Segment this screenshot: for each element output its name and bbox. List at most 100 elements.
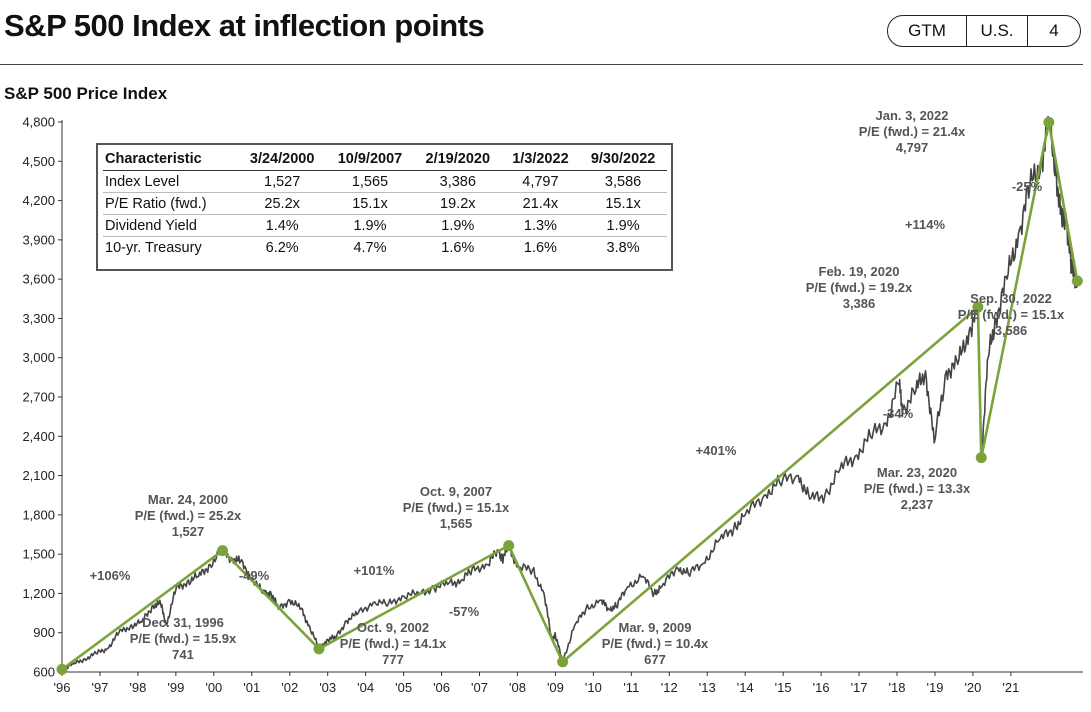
table-row: 10-yr. Treasury 6.2% 4.7% 1.6% 1.6% 3.8% xyxy=(103,237,667,259)
table-cell: 15.1x xyxy=(579,192,667,215)
header-divider xyxy=(0,64,1083,65)
percent-change-label: +114% xyxy=(905,217,946,232)
table-cell: 1.9% xyxy=(326,214,414,237)
y-tick-label: 4,500 xyxy=(22,154,55,169)
point-label-pe: P/E (fwd.) = 13.3x xyxy=(864,481,971,496)
table-header-cell: 3/24/2000 xyxy=(238,149,327,171)
point-label-date: Mar. 24, 2000 xyxy=(148,492,228,507)
badge-region: U.S. xyxy=(966,16,1027,46)
table-cell: 3,386 xyxy=(413,170,502,193)
x-tick-label: '12 xyxy=(661,680,678,695)
table-cell: 1.9% xyxy=(413,214,502,237)
table-row: P/E Ratio (fwd.) 25.2x 15.1x 19.2x 21.4x… xyxy=(103,192,667,215)
table-header-row: Characteristic 3/24/2000 10/9/2007 2/19/… xyxy=(103,149,667,171)
point-label-pe: P/E (fwd.) = 14.1x xyxy=(340,636,447,651)
x-tick-label: '16 xyxy=(813,680,830,695)
percent-change-label: -57% xyxy=(449,604,480,619)
inflection-point xyxy=(56,663,68,675)
point-label-value: 3,386 xyxy=(843,296,876,311)
point-label-value: 777 xyxy=(382,652,404,667)
inflection-point xyxy=(975,452,987,464)
table-cell: 19.2x xyxy=(413,192,502,215)
point-label-date: Mar. 23, 2020 xyxy=(877,465,957,480)
table-cell: 1.6% xyxy=(441,239,475,256)
point-label-value: 4,797 xyxy=(896,140,929,155)
inflection-point xyxy=(313,643,325,655)
table-header-cell: 10/9/2007 xyxy=(326,149,414,171)
index-price-line xyxy=(61,115,1079,672)
point-label-date: Oct. 9, 2002 xyxy=(357,620,429,635)
percent-change-label: +106% xyxy=(90,568,131,583)
y-tick-label: 3,300 xyxy=(22,311,55,326)
y-tick-label: 4,800 xyxy=(22,115,55,130)
x-tick-label: '17 xyxy=(851,680,868,695)
y-tick-label: 1,800 xyxy=(22,507,55,522)
inflection-point xyxy=(1071,275,1083,287)
characteristics-table: Characteristic 3/24/2000 10/9/2007 2/19/… xyxy=(96,143,673,271)
y-tick-label: 1,200 xyxy=(22,586,55,601)
table-cell: 10-yr. Treasury xyxy=(105,239,202,256)
badge-page-number: 4 xyxy=(1027,16,1080,46)
page-title: S&P 500 Index at inflection points xyxy=(4,8,485,43)
x-tick-label: '00 xyxy=(205,680,222,695)
point-label-date: Sep. 30, 2022 xyxy=(970,291,1052,306)
point-label-value: 1,527 xyxy=(172,524,205,539)
table-row: Dividend Yield 1.4% 1.9% 1.9% 1.3% 1.9% xyxy=(103,214,667,237)
table-cell: Index Level xyxy=(103,170,239,193)
y-tick-label: 900 xyxy=(33,625,55,640)
table-cell: 1,565 xyxy=(326,170,414,193)
point-label-date: Oct. 9, 2007 xyxy=(420,484,492,499)
percent-change-label: -25% xyxy=(1012,179,1043,194)
y-tick-label: 1,500 xyxy=(22,547,55,562)
chart-title: S&P 500 Price Index xyxy=(4,84,168,103)
point-label-date: Jan. 3, 2022 xyxy=(876,108,949,123)
y-tick-label: 3,000 xyxy=(22,350,55,365)
point-label-date: Feb. 19, 2020 xyxy=(819,264,900,279)
inflection-point xyxy=(217,545,229,557)
table-row: Index Level 1,527 1,565 3,386 4,797 3,58… xyxy=(103,170,667,193)
table-cell: 1.3% xyxy=(501,214,580,237)
table-cell: 3,586 xyxy=(579,170,667,193)
point-label-pe: P/E (fwd.) = 25.2x xyxy=(135,508,242,523)
x-tick-label: '99 xyxy=(167,680,184,695)
x-tick-label: '03 xyxy=(319,680,336,695)
x-tick-label: '18 xyxy=(889,680,906,695)
point-label-value: 3,586 xyxy=(995,323,1028,338)
point-label-pe: P/E (fwd.) = 10.4x xyxy=(602,636,709,651)
y-tick-label: 2,400 xyxy=(22,429,55,444)
inflection-point xyxy=(972,301,984,313)
y-tick-label: 600 xyxy=(33,665,55,680)
percent-change-label: +401% xyxy=(696,443,737,458)
x-tick-label: '98 xyxy=(129,680,146,695)
x-tick-label: '05 xyxy=(395,680,412,695)
x-tick-label: '02 xyxy=(281,680,298,695)
badge-gtm: GTM xyxy=(908,21,946,40)
point-label-pe: P/E (fwd.) = 19.2x xyxy=(806,280,913,295)
inflection-point xyxy=(1043,116,1055,128)
x-tick-label: '20 xyxy=(964,680,981,695)
table-cell: 21.4x xyxy=(501,192,580,215)
x-tick-label: '08 xyxy=(509,680,526,695)
y-tick-label: 4,200 xyxy=(22,193,55,208)
inflection-point xyxy=(503,540,515,552)
point-label-value: 2,237 xyxy=(901,497,934,512)
table-cell: 4,797 xyxy=(501,170,580,193)
inflection-point xyxy=(557,656,569,668)
table-cell: 1,527 xyxy=(238,170,327,193)
point-label-value: 677 xyxy=(644,652,666,667)
x-tick-label: '19 xyxy=(926,680,943,695)
x-tick-label: '21 xyxy=(1002,680,1019,695)
table-cell: 1.4% xyxy=(238,214,327,237)
table-cell: 3.8% xyxy=(606,239,640,256)
y-tick-label: 2,100 xyxy=(22,468,55,483)
x-tick-label: '06 xyxy=(433,680,450,695)
point-label-value: 1,565 xyxy=(440,516,473,531)
x-tick-label: '96 xyxy=(54,680,71,695)
y-tick-label: 2,700 xyxy=(22,390,55,405)
point-label-date: Mar. 9, 2009 xyxy=(619,620,692,635)
x-tick-label: '10 xyxy=(585,680,602,695)
percent-change-label: +101% xyxy=(354,563,395,578)
x-tick-label: '01 xyxy=(243,680,260,695)
table-cell: 1.6% xyxy=(523,239,557,256)
